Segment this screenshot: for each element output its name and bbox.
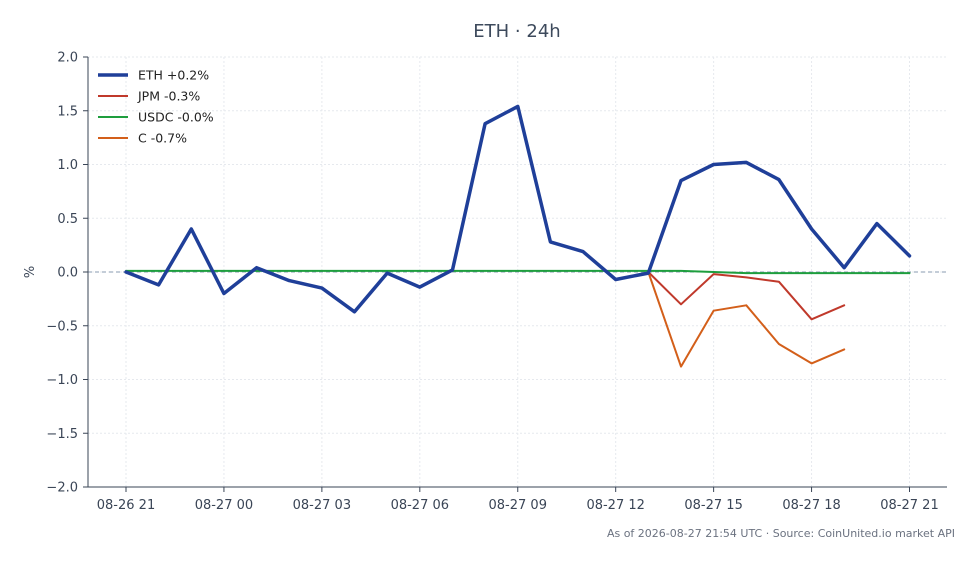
series-line-c [647, 271, 846, 368]
series-line-eth [124, 104, 912, 314]
x-tick-label: 08-27 18 [782, 498, 840, 513]
axes-layer: −2.0 −1.5 −1.0 −0.5 0.0 0.5 1.0 1.5 2.0 08-26 21 0… [46, 51, 947, 513]
y-tick-label: −0.5 [46, 319, 78, 334]
x-tick-label: 08-26 21 [97, 498, 155, 513]
legend-label-c: C -0.7% [138, 131, 187, 146]
x-tick-label: 08-27 12 [586, 498, 644, 513]
series-line-usdc [125, 269, 911, 275]
y-tick-label: −1.5 [46, 427, 78, 442]
source-footer: As of 2026-08-27 21:54 UTC · Source: Coi… [607, 527, 955, 540]
y-tick-label: 1.0 [57, 158, 78, 173]
grid-layer [88, 56, 947, 488]
series-line-jpm [647, 271, 846, 321]
chart-title: ETH · 24h [473, 21, 560, 42]
y-tick-label: −2.0 [46, 481, 78, 496]
series-layer [124, 104, 912, 368]
x-tick-label: 08-27 03 [293, 498, 351, 513]
x-tick-label: 08-27 15 [684, 498, 742, 513]
y-axis-label: % [23, 266, 38, 278]
legend: ETH +0.2% JPM -0.3% USDC -0.0% C -0.7% [98, 68, 214, 146]
y-tick-label: 0.5 [57, 212, 78, 227]
x-tick-label: 08-27 21 [880, 498, 938, 513]
x-tick-label: 08-27 06 [391, 498, 449, 513]
y-tick-label: 2.0 [57, 51, 78, 66]
x-tick-label: 08-27 00 [195, 498, 253, 513]
legend-label-jpm: JPM -0.3% [137, 89, 200, 104]
legend-label-eth: ETH +0.2% [138, 68, 209, 83]
x-tick-label: 08-27 09 [489, 498, 547, 513]
legend-label-usdc: USDC -0.0% [138, 110, 214, 125]
y-tick-label: −1.0 [46, 373, 78, 388]
y-tick-label: 0.0 [57, 266, 78, 281]
y-tick-label: 1.5 [57, 104, 78, 119]
